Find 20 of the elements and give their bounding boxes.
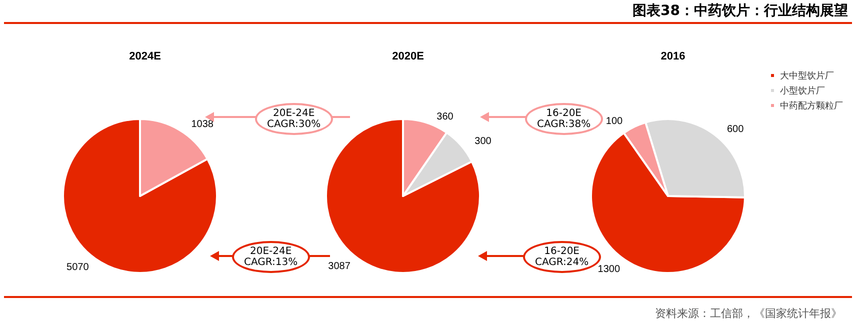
- data-label: 1300: [598, 264, 620, 275]
- chart-title: 2024E: [129, 50, 161, 62]
- data-label: 600: [726, 124, 744, 136]
- data-label: 5070: [66, 262, 90, 273]
- text: 图表38：中药饮片：行业结构展望: [632, 2, 848, 20]
- data-label: 360: [436, 111, 454, 122]
- chart-title: 2020E: [392, 50, 424, 62]
- legend-label: 大中型饮片厂: [780, 70, 834, 80]
- legend-label: 中药配方颗粒厂: [780, 100, 843, 110]
- chart-title: 2016: [660, 50, 686, 62]
- text: 20E-24E CAGR:13%: [232, 241, 310, 273]
- text: 16-20E CAGR:38%: [525, 103, 603, 135]
- data-label: 3087: [328, 261, 351, 272]
- data-label: 100: [606, 116, 624, 127]
- data-label: 300: [474, 136, 492, 148]
- text: 资料来源：工信部，《国家统计年报》: [655, 306, 842, 321]
- data-label: 1038: [191, 119, 214, 130]
- text: 20E-24E CAGR:30%: [255, 103, 333, 135]
- text: 16-20E CAGR:24%: [535, 246, 589, 268]
- legend-label: 小型饮片厂: [780, 86, 825, 96]
